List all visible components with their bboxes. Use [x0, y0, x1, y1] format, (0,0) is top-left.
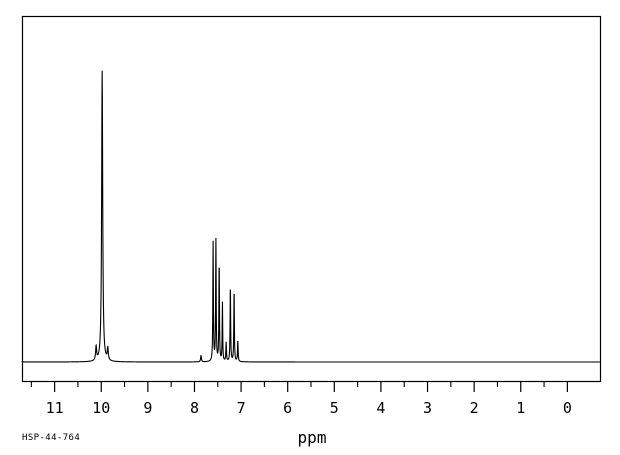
x-axis-tick-label: 6 — [283, 399, 292, 417]
x-axis-tick-label: 10 — [92, 399, 110, 417]
x-axis-tick-label: 7 — [237, 399, 246, 417]
x-axis-tick-label: 4 — [376, 399, 385, 417]
plot-frame — [21, 15, 602, 383]
x-axis-tick-label: 9 — [143, 399, 152, 417]
x-axis-tick-label: 8 — [190, 399, 199, 417]
x-axis-ticks — [30, 381, 568, 392]
spectrum-trace — [21, 70, 600, 363]
sample-id-label: HSP-44-764 — [22, 433, 81, 443]
x-axis-tick-label: 3 — [423, 399, 432, 417]
x-axis-tick-label: 1 — [516, 399, 525, 417]
x-axis-tick-labels: 11 10 9 8 7 6 5 4 3 2 1 0 — [46, 399, 572, 417]
x-axis-tick-label: 11 — [46, 399, 64, 417]
x-axis-tick-label: 2 — [470, 399, 479, 417]
x-axis-unit-text: ppm — [297, 428, 327, 447]
x-axis-tick-label: 5 — [330, 399, 339, 417]
x-axis-unit-label: ppm — [0, 428, 620, 447]
x-axis-tick-label: 0 — [563, 399, 572, 417]
